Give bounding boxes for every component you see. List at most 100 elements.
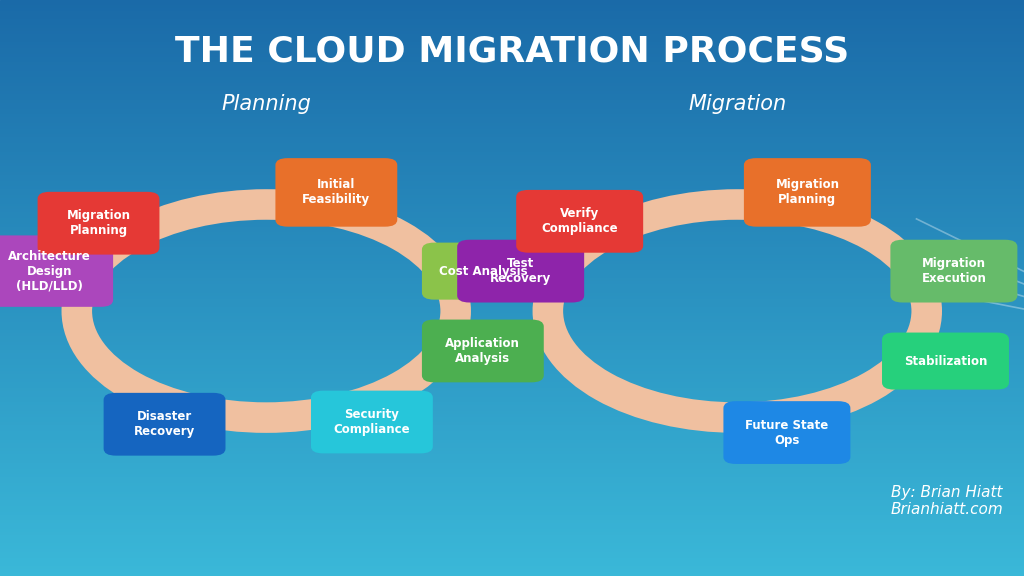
FancyBboxPatch shape xyxy=(743,158,870,227)
Bar xyxy=(0,124,1024,127)
Bar xyxy=(0,55,1024,58)
Bar xyxy=(0,101,1024,104)
FancyBboxPatch shape xyxy=(0,236,113,307)
Bar xyxy=(0,556,1024,559)
FancyBboxPatch shape xyxy=(422,320,544,382)
Bar xyxy=(0,66,1024,69)
Bar xyxy=(0,118,1024,121)
Bar xyxy=(0,495,1024,498)
Bar xyxy=(0,446,1024,449)
Bar xyxy=(0,179,1024,181)
Bar xyxy=(0,438,1024,441)
Bar xyxy=(0,32,1024,35)
Bar xyxy=(0,291,1024,294)
Bar xyxy=(0,380,1024,383)
Bar xyxy=(0,132,1024,135)
Bar xyxy=(0,14,1024,17)
Text: Future State
Ops: Future State Ops xyxy=(745,419,828,446)
Bar xyxy=(0,412,1024,415)
Bar xyxy=(0,26,1024,29)
Bar xyxy=(0,544,1024,547)
Bar xyxy=(0,498,1024,501)
Bar xyxy=(0,562,1024,564)
Bar xyxy=(0,553,1024,556)
Bar xyxy=(0,449,1024,452)
Bar xyxy=(0,109,1024,112)
Text: Disaster
Recovery: Disaster Recovery xyxy=(134,410,196,438)
Text: Migration
Planning: Migration Planning xyxy=(67,209,130,237)
Bar xyxy=(0,271,1024,274)
Bar xyxy=(0,228,1024,230)
Bar xyxy=(0,225,1024,228)
Bar xyxy=(0,144,1024,147)
Bar xyxy=(0,107,1024,109)
Text: Migration
Planning: Migration Planning xyxy=(775,179,840,206)
Bar xyxy=(0,423,1024,426)
Bar xyxy=(0,420,1024,423)
Bar xyxy=(0,429,1024,432)
Bar xyxy=(0,392,1024,395)
Bar xyxy=(0,360,1024,363)
Bar xyxy=(0,501,1024,504)
Bar xyxy=(0,164,1024,167)
Bar xyxy=(0,300,1024,302)
Bar xyxy=(0,524,1024,527)
Bar xyxy=(0,40,1024,43)
Bar xyxy=(0,92,1024,95)
FancyBboxPatch shape xyxy=(275,158,397,227)
Bar xyxy=(0,173,1024,176)
Bar xyxy=(0,357,1024,360)
Bar xyxy=(0,282,1024,285)
Text: Cost Analysis: Cost Analysis xyxy=(438,264,527,278)
Bar xyxy=(0,170,1024,173)
Bar xyxy=(0,12,1024,14)
Bar xyxy=(0,527,1024,530)
Text: Stabilization: Stabilization xyxy=(904,355,987,367)
Bar xyxy=(0,245,1024,248)
Bar xyxy=(0,262,1024,265)
Bar xyxy=(0,121,1024,124)
Bar xyxy=(0,202,1024,204)
Bar xyxy=(0,559,1024,562)
Bar xyxy=(0,81,1024,84)
Bar xyxy=(0,475,1024,478)
Bar xyxy=(0,369,1024,372)
FancyBboxPatch shape xyxy=(103,393,225,456)
Bar xyxy=(0,216,1024,219)
Bar xyxy=(0,507,1024,510)
Bar xyxy=(0,256,1024,259)
Bar xyxy=(0,328,1024,331)
Bar xyxy=(0,138,1024,141)
Bar xyxy=(0,366,1024,369)
Bar xyxy=(0,363,1024,366)
Bar xyxy=(0,29,1024,32)
Bar xyxy=(0,190,1024,193)
Text: Migration: Migration xyxy=(688,94,786,113)
Bar xyxy=(0,153,1024,156)
Bar xyxy=(0,3,1024,6)
Bar xyxy=(0,567,1024,570)
Bar xyxy=(0,573,1024,576)
Bar xyxy=(0,274,1024,276)
Bar xyxy=(0,219,1024,222)
Bar xyxy=(0,86,1024,89)
Bar xyxy=(0,222,1024,225)
Bar xyxy=(0,518,1024,521)
Bar xyxy=(0,127,1024,130)
Bar xyxy=(0,78,1024,81)
Bar xyxy=(0,60,1024,63)
Bar xyxy=(0,435,1024,438)
Bar xyxy=(0,58,1024,60)
Bar xyxy=(0,490,1024,492)
Bar xyxy=(0,239,1024,242)
Bar xyxy=(0,89,1024,92)
Bar xyxy=(0,285,1024,288)
Bar xyxy=(0,20,1024,23)
FancyBboxPatch shape xyxy=(311,391,433,453)
Bar xyxy=(0,536,1024,539)
Bar xyxy=(0,530,1024,533)
Bar xyxy=(0,35,1024,37)
Bar xyxy=(0,75,1024,78)
Bar xyxy=(0,84,1024,86)
Bar xyxy=(0,37,1024,40)
